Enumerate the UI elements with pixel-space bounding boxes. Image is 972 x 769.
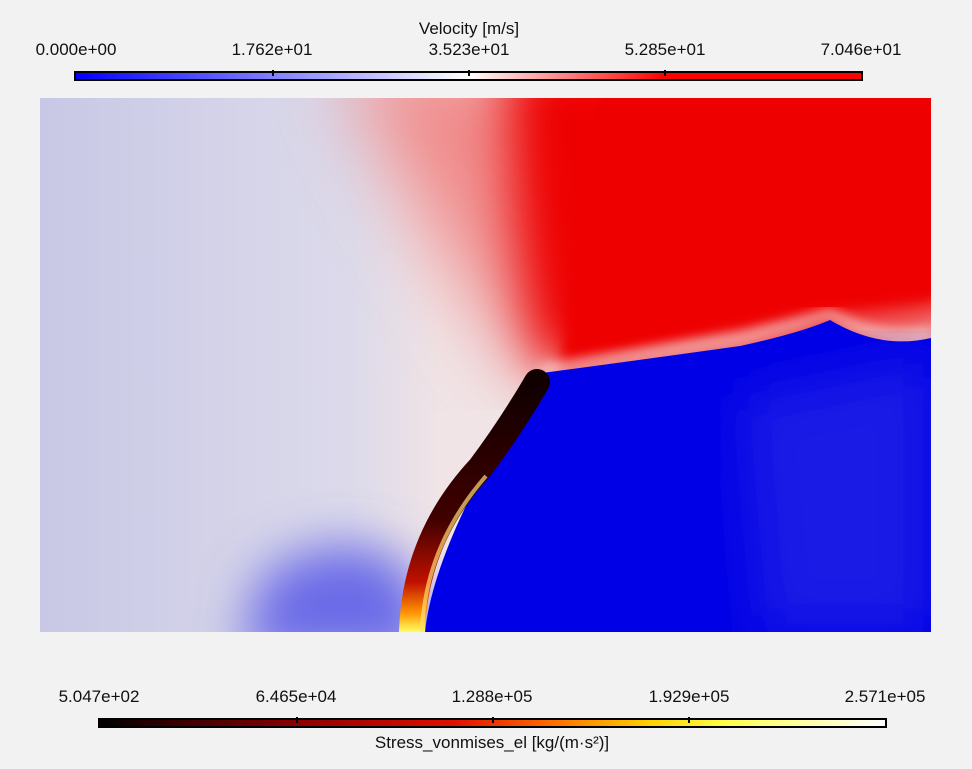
red-region-sharp: [560, 98, 931, 368]
stress-colorbar-title: Stress_vonmises_el [kg/(m·s²)]: [374, 733, 610, 752]
colorbar-tick: [272, 70, 274, 76]
velocity-tick-label: 0.000e+00: [35, 40, 117, 59]
stress-tick-label: 1.288e+05: [451, 687, 533, 706]
stress-tick-label: 2.571e+05: [844, 687, 926, 706]
stress-tick-label: 6.465e+04: [255, 687, 337, 706]
colorbar-tick: [492, 717, 494, 723]
velocity-colorbar-title: Velocity [m/s]: [418, 19, 520, 38]
colorbar-tick: [664, 70, 666, 76]
stress-tick-label: 1.929e+05: [648, 687, 730, 706]
light-blue-region: [246, 545, 432, 632]
velocity-colorbar: [74, 70, 863, 81]
structure-beam-edge: [420, 474, 488, 632]
velocity-tick-label: 3.523e+01: [428, 40, 510, 59]
structure-beam: [399, 369, 550, 632]
velocity-tick-label: 5.285e+01: [624, 40, 706, 59]
blue-region-right: [740, 358, 931, 632]
velocity-tick-label: 7.046e+01: [820, 40, 902, 59]
shear-layer: [539, 309, 931, 373]
colorbar-tick: [296, 717, 298, 723]
velocity-tick-label: 1.762e+01: [231, 40, 313, 59]
stress-colorbar: [98, 717, 887, 728]
stress-tick-label: 5.047e+02: [58, 687, 140, 706]
colorbar-tick: [468, 70, 470, 76]
colorbar-tick: [688, 717, 690, 723]
simulation-field: [40, 98, 931, 632]
